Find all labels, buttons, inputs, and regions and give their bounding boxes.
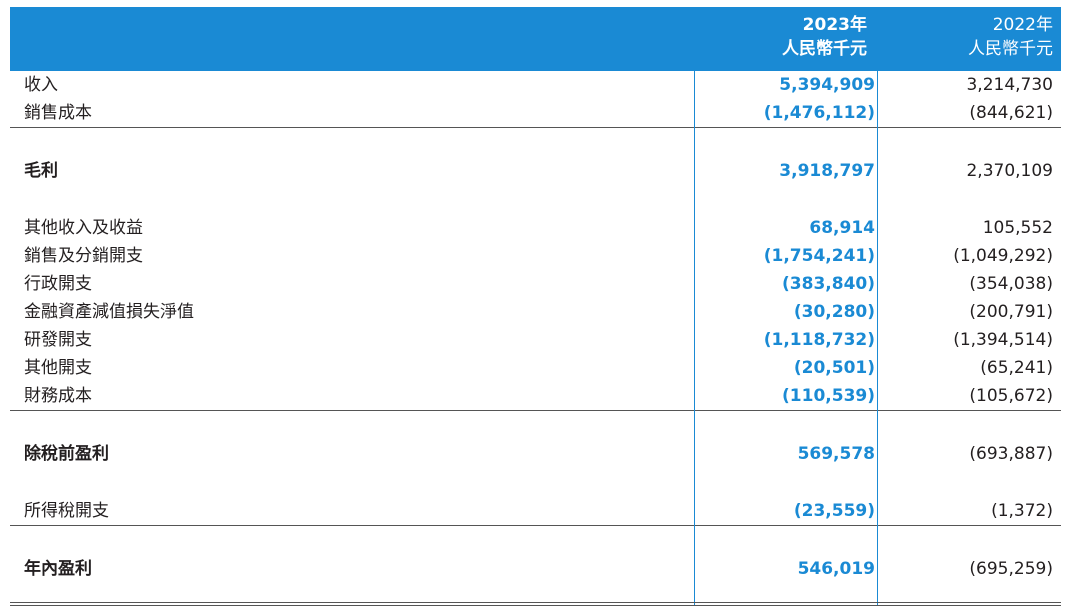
table-row: 金融資產減值損失淨值 (30,280) (200,791) — [10, 298, 1061, 326]
value-2022: (1,372) — [991, 501, 1053, 521]
value-2022: (105,672) — [969, 386, 1053, 406]
value-2023: (110,539) — [782, 386, 875, 406]
spacer — [10, 526, 1061, 555]
table-row: 研發開支 (1,118,732) (1,394,514) — [10, 326, 1061, 354]
table-row: 財務成本 (110,539) (105,672) — [10, 382, 1061, 411]
column-header-2023: 2023年 人民幣千元 — [782, 13, 867, 61]
column-divider-2023-right — [877, 71, 878, 605]
bottom-double-rule — [10, 605, 1061, 606]
value-2022: (1,049,292) — [953, 246, 1053, 266]
table-row: 銷售及分銷開支 (1,754,241) (1,049,292) — [10, 242, 1061, 270]
table-row: 銷售成本 (1,476,112) (844,621) — [10, 99, 1061, 128]
value-2023: (1,754,241) — [763, 246, 875, 266]
value-2022: (65,241) — [980, 358, 1053, 378]
spacer — [10, 185, 1061, 214]
value-2023: 3,918,797 — [779, 161, 875, 181]
spacer — [10, 128, 1061, 157]
unit-2023-label: 人民幣千元 — [782, 39, 867, 59]
value-2023: (20,501) — [793, 358, 875, 378]
table-row: 其他開支 (20,501) (65,241) — [10, 354, 1061, 382]
table-header: 2023年 人民幣千元 2022年 人民幣千元 — [10, 7, 1061, 71]
row-label: 銷售及分銷開支 — [24, 246, 143, 266]
value-2022: (844,621) — [969, 103, 1053, 123]
spacer — [10, 411, 1061, 440]
row-label: 毛利 — [24, 161, 58, 181]
value-2023: (1,476,112) — [763, 103, 875, 123]
value-2023: 5,394,909 — [779, 75, 875, 95]
value-2023: 569,578 — [797, 444, 875, 464]
table-row: 收入 5,394,909 3,214,730 — [10, 71, 1061, 99]
spacer — [10, 468, 1061, 497]
value-2023: (1,118,732) — [763, 330, 875, 350]
row-label: 其他開支 — [24, 358, 92, 378]
table-row-profit-for-year: 年內盈利 546,019 (695,259) — [10, 555, 1061, 583]
column-header-2022: 2022年 人民幣千元 — [968, 13, 1053, 61]
table-row: 其他收入及收益 68,914 105,552 — [10, 214, 1061, 242]
value-2023: (23,559) — [793, 501, 875, 521]
value-2023: 546,019 — [797, 559, 875, 579]
row-label: 行政開支 — [24, 274, 92, 294]
table-row-gross-profit: 毛利 3,918,797 2,370,109 — [10, 157, 1061, 185]
row-label: 財務成本 — [24, 386, 92, 406]
column-divider-2023-left — [694, 71, 695, 605]
row-label: 研發開支 — [24, 330, 92, 350]
value-2022: (693,887) — [969, 444, 1053, 464]
unit-2022-label: 人民幣千元 — [968, 39, 1053, 59]
table-row-profit-before-tax: 除稅前盈利 569,578 (693,887) — [10, 440, 1061, 468]
row-label: 年內盈利 — [24, 559, 92, 579]
row-label: 所得稅開支 — [24, 501, 109, 521]
value-2023: (30,280) — [793, 302, 875, 322]
value-2022: (200,791) — [969, 302, 1053, 322]
bottom-rule — [10, 602, 1061, 603]
value-2022: (695,259) — [969, 559, 1053, 579]
value-2022: (354,038) — [969, 274, 1053, 294]
row-label: 除稅前盈利 — [24, 444, 109, 464]
year-2022-label: 2022年 — [992, 15, 1053, 35]
value-2022: 105,552 — [982, 218, 1053, 238]
table-row: 所得稅開支 (23,559) (1,372) — [10, 497, 1061, 526]
table-row: 行政開支 (383,840) (354,038) — [10, 270, 1061, 298]
value-2023: (383,840) — [782, 274, 875, 294]
row-label: 收入 — [24, 75, 58, 95]
income-statement-table: 2023年 人民幣千元 2022年 人民幣千元 收入 5,394,909 3,2… — [10, 7, 1061, 606]
value-2022: 3,214,730 — [966, 75, 1053, 95]
value-2023: 68,914 — [809, 218, 875, 238]
row-label: 金融資產減值損失淨值 — [24, 302, 194, 322]
year-2023-label: 2023年 — [802, 15, 867, 35]
row-label: 其他收入及收益 — [24, 218, 143, 238]
value-2022: (1,394,514) — [953, 330, 1053, 350]
value-2022: 2,370,109 — [966, 161, 1053, 181]
row-label: 銷售成本 — [24, 103, 92, 123]
